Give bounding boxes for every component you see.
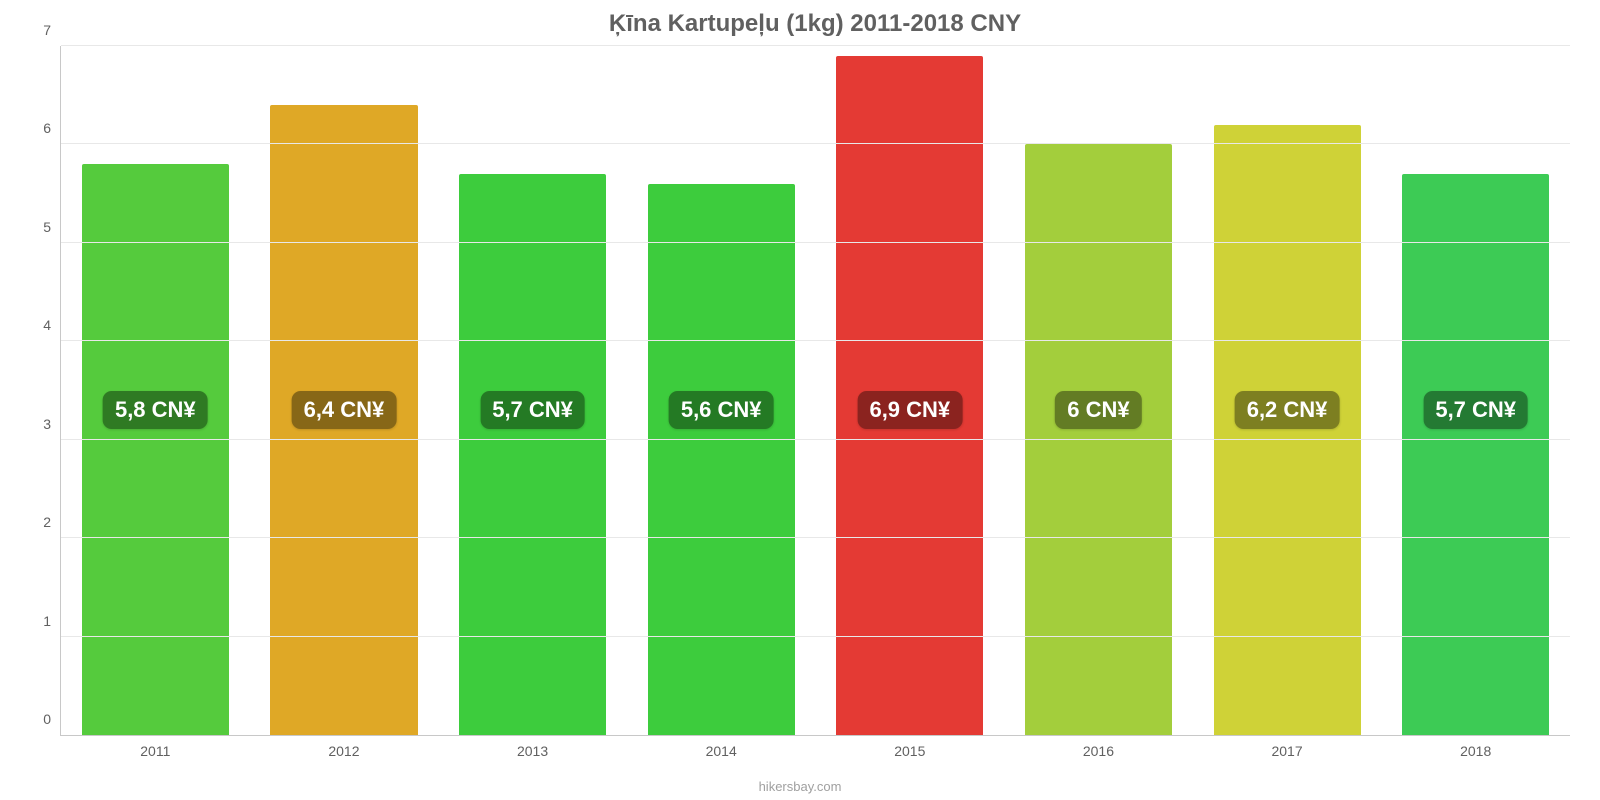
bar	[1214, 125, 1361, 735]
attribution: hikersbay.com	[0, 779, 1600, 794]
bar	[648, 184, 795, 735]
y-axis-tick-label: 7	[43, 22, 61, 38]
chart-title: Ķīna Kartupeļu (1kg) 2011-2018 CNY	[60, 10, 1570, 38]
bar-value-label: 6 CN¥	[1055, 391, 1141, 429]
bar-slot: 5,7 CN¥2018	[1381, 46, 1570, 735]
bar-value-label: 5,7 CN¥	[1423, 391, 1528, 429]
bar	[82, 164, 229, 735]
plot-area: 5,8 CN¥20116,4 CN¥20125,7 CN¥20135,6 CN¥…	[60, 46, 1570, 736]
bar-slot: 6,4 CN¥2012	[250, 46, 439, 735]
bar	[1025, 144, 1172, 735]
x-axis-tick-label: 2013	[517, 735, 548, 759]
gridline	[61, 439, 1570, 440]
bar-value-label: 6,4 CN¥	[292, 391, 397, 429]
bar-value-label: 6,2 CN¥	[1235, 391, 1340, 429]
x-axis-tick-label: 2017	[1271, 735, 1302, 759]
bar-value-label: 5,7 CN¥	[480, 391, 585, 429]
bar-chart: Ķīna Kartupeļu (1kg) 2011-2018 CNY 5,8 C…	[0, 0, 1600, 800]
bar	[1402, 174, 1549, 735]
x-axis-tick-label: 2015	[894, 735, 925, 759]
bars-row: 5,8 CN¥20116,4 CN¥20125,7 CN¥20135,6 CN¥…	[61, 46, 1570, 735]
gridline	[61, 636, 1570, 637]
x-axis-tick-label: 2016	[1083, 735, 1114, 759]
gridline	[61, 45, 1570, 46]
y-axis-tick-label: 4	[43, 317, 61, 333]
gridline	[61, 340, 1570, 341]
y-axis-tick-label: 3	[43, 416, 61, 432]
x-axis-tick-label: 2011	[140, 735, 170, 759]
x-axis-tick-label: 2012	[328, 735, 359, 759]
bar-slot: 6 CN¥2016	[1004, 46, 1193, 735]
y-axis-tick-label: 1	[43, 613, 61, 629]
gridline	[61, 537, 1570, 538]
bar-value-label: 5,8 CN¥	[103, 391, 208, 429]
bar-slot: 5,8 CN¥2011	[61, 46, 250, 735]
x-axis-tick-label: 2018	[1460, 735, 1491, 759]
bar-slot: 6,2 CN¥2017	[1193, 46, 1382, 735]
y-axis-tick-label: 6	[43, 120, 61, 136]
bar-slot: 6,9 CN¥2015	[816, 46, 1005, 735]
bar-value-label: 6,9 CN¥	[857, 391, 962, 429]
y-axis-tick-label: 0	[43, 711, 61, 727]
x-axis-tick-label: 2014	[706, 735, 737, 759]
y-axis-tick-label: 5	[43, 219, 61, 235]
gridline	[61, 242, 1570, 243]
bar-value-label: 5,6 CN¥	[669, 391, 774, 429]
gridline	[61, 143, 1570, 144]
bar-slot: 5,7 CN¥2013	[438, 46, 627, 735]
bar-slot: 5,6 CN¥2014	[627, 46, 816, 735]
bar	[459, 174, 606, 735]
y-axis-tick-label: 2	[43, 514, 61, 530]
